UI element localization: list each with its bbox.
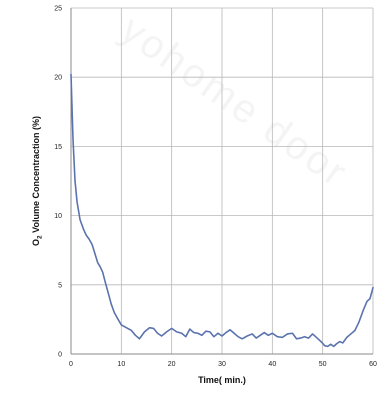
y-tick-label: 25 bbox=[54, 6, 62, 13]
o2-series-line bbox=[70, 73, 374, 348]
grid-layer bbox=[70, 7, 374, 355]
y-tick-label: 5 bbox=[58, 282, 62, 289]
x-tick-label: 0 bbox=[69, 361, 73, 368]
labels-layer: 0 10 20 30 40 50 60 0 5 10 15 20 25 Time( min.) O2 Vol… bbox=[31, 6, 377, 386]
y-axis-title-subscript: 2 bbox=[37, 235, 44, 239]
x-tick-label: 10 bbox=[117, 361, 125, 368]
y-tick-label: 15 bbox=[54, 144, 62, 151]
y-tick-label: 20 bbox=[54, 75, 62, 82]
watermark-layer: yohome door bbox=[113, 7, 357, 196]
axis-layer bbox=[70, 8, 373, 355]
x-axis-title: Time( min.) bbox=[198, 375, 246, 385]
y-axis-title-main: O bbox=[31, 239, 41, 246]
x-tick-label: 30 bbox=[218, 361, 226, 368]
x-tick-label: 50 bbox=[319, 361, 327, 368]
watermark-text: yohome door bbox=[113, 7, 357, 196]
x-tick-label: 60 bbox=[369, 361, 377, 368]
y-tick-label: 10 bbox=[54, 213, 62, 220]
y-tick-label: 0 bbox=[58, 352, 62, 359]
x-tick-label: 40 bbox=[268, 361, 276, 368]
y-axis-title: O2 Volume Concentraction (%) bbox=[31, 116, 44, 246]
x-tick-label: 20 bbox=[168, 361, 176, 368]
series-layer bbox=[70, 73, 374, 348]
y-axis-title-rest: Volume Concentraction (%) bbox=[31, 116, 41, 235]
